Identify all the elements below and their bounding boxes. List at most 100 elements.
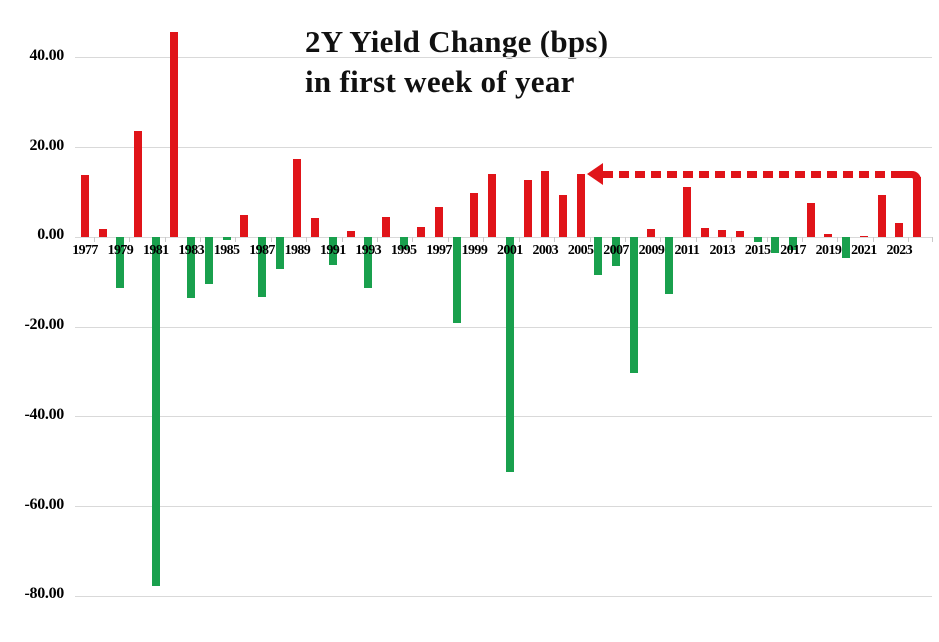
x-axis-label-2023: 2023 <box>886 243 913 258</box>
axis-tick <box>235 237 237 243</box>
bar-2012 <box>700 228 709 238</box>
axis-tick <box>932 237 933 243</box>
axis-tick <box>341 237 343 243</box>
bar-1987 <box>258 237 267 298</box>
y-axis-label: -20.00 <box>24 316 64 334</box>
bar-2024 <box>912 176 921 238</box>
chart-title-line1: 2Y Yield Change (bps) <box>305 24 609 59</box>
bar-1999 <box>470 193 479 238</box>
bar-2013 <box>718 229 727 238</box>
x-axis-label-1989: 1989 <box>284 243 311 258</box>
gridline-y20 <box>75 147 932 149</box>
bar-2004 <box>558 194 567 238</box>
x-axis-label-1997: 1997 <box>426 243 452 258</box>
bar-2011 <box>682 186 691 238</box>
bar-1992 <box>346 231 355 238</box>
y-axis-label: 40.00 <box>29 46 64 64</box>
x-axis-label-2007: 2007 <box>603 243 629 258</box>
axis-tick <box>908 237 910 243</box>
axis-tick <box>306 237 308 243</box>
axis-tick <box>93 237 95 243</box>
trend-arrow-dashed-line <box>602 170 903 178</box>
axis-tick <box>872 237 874 243</box>
axis-tick <box>589 237 591 243</box>
bar-1989 <box>293 159 302 238</box>
axis-tick <box>447 237 449 243</box>
x-axis-label-1983: 1983 <box>178 243 204 258</box>
bar-2020 <box>842 237 851 259</box>
x-axis-label-2015: 2015 <box>744 243 771 258</box>
bar-1996 <box>417 226 426 238</box>
bar-1994 <box>381 216 390 238</box>
bar-2000 <box>488 174 497 238</box>
x-axis-label-1991: 1991 <box>320 243 346 258</box>
y-axis-label: -80.00 <box>24 585 64 603</box>
bar-2017 <box>789 237 798 250</box>
axis-tick <box>483 237 485 243</box>
bar-1977 <box>81 175 89 238</box>
axis-tick <box>695 237 697 243</box>
axis-tick <box>731 237 733 243</box>
bar-2003 <box>541 170 550 238</box>
axis-tick <box>624 237 626 243</box>
bar-2023 <box>895 222 904 238</box>
gridline-y0 <box>75 236 932 238</box>
x-axis-label-2005: 2005 <box>567 243 594 258</box>
bar-2014 <box>735 231 744 238</box>
y-axis-label: 20.00 <box>29 136 64 154</box>
bar-2018 <box>806 203 815 238</box>
bar-1995 <box>399 237 408 249</box>
chart-title-line2: in first week of year <box>305 64 575 99</box>
bar-1990 <box>311 218 320 238</box>
trend-arrow-head <box>586 163 603 186</box>
axis-tick <box>377 237 379 243</box>
bar-2006 <box>594 237 603 276</box>
bar-1986 <box>240 214 249 238</box>
bar-1980 <box>134 130 143 238</box>
bar-1993 <box>364 237 373 289</box>
bar-2016 <box>771 237 780 253</box>
axis-tick <box>554 237 556 243</box>
bar-2010 <box>665 237 674 295</box>
gridline-y-20 <box>75 326 932 328</box>
x-axis-label-1985: 1985 <box>213 243 240 258</box>
axis-tick <box>837 237 839 243</box>
y-axis-label: 0.00 <box>37 226 64 244</box>
bar-2005 <box>576 174 585 238</box>
bar-2007 <box>612 237 621 266</box>
trend-arrow-corner <box>900 170 921 187</box>
bar-1983 <box>187 237 196 299</box>
axis-tick <box>129 237 131 243</box>
x-axis-label-2001: 2001 <box>497 243 523 258</box>
bar-2001 <box>505 237 514 472</box>
y-axis-label: -40.00 <box>24 405 64 423</box>
x-axis-label-1995: 1995 <box>390 243 417 258</box>
x-axis-label-2009: 2009 <box>638 243 665 258</box>
bar-2015 <box>753 237 762 242</box>
bar-1984 <box>204 237 213 285</box>
bar-1998 <box>452 237 461 323</box>
bar-1978 <box>98 228 107 238</box>
bar-1981 <box>151 237 160 586</box>
bar-2021 <box>859 235 868 238</box>
x-axis-label-2021: 2021 <box>851 243 877 258</box>
bar-1997 <box>435 206 444 238</box>
bar-1991 <box>328 237 337 266</box>
x-axis-label-2017: 2017 <box>780 243 806 258</box>
bar-2008 <box>629 237 638 374</box>
bar-2019 <box>824 233 833 238</box>
axis-tick <box>518 237 520 243</box>
bar-1979 <box>116 237 125 288</box>
x-axis-label-1981: 1981 <box>142 243 169 258</box>
bar-1982 <box>169 32 178 238</box>
bar-2002 <box>523 180 532 238</box>
bar-2022 <box>877 195 886 238</box>
x-axis-label-2011: 2011 <box>674 243 700 258</box>
gridline-y-40 <box>75 416 932 418</box>
axis-tick <box>270 237 272 243</box>
gridline-y-60 <box>75 506 932 508</box>
bar-1985 <box>222 237 231 240</box>
x-axis-label-1977: 1977 <box>72 243 98 258</box>
axis-tick <box>200 237 202 243</box>
